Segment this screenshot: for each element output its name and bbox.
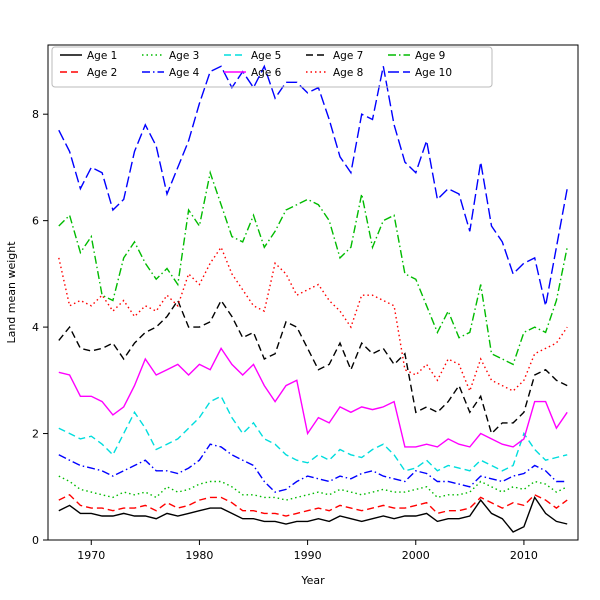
series-line-age-7 bbox=[58, 299, 568, 435]
legend-frame bbox=[51, 46, 493, 88]
y-tick-label: 2 bbox=[32, 428, 39, 441]
y-tick-label: 8 bbox=[32, 108, 39, 121]
legend-label-age-3: Age 3 bbox=[169, 50, 199, 62]
legend-label-age-9: Age 9 bbox=[415, 50, 445, 62]
series-line-age-2 bbox=[58, 493, 568, 517]
legend-label-age-8: Age 8 bbox=[333, 67, 363, 79]
series-line-age-9 bbox=[58, 170, 568, 366]
legend-label-age-5: Age 5 bbox=[251, 50, 281, 62]
series-line-age-1 bbox=[58, 495, 568, 533]
x-tick-label: 2010 bbox=[510, 549, 538, 562]
x-tick-label: 1990 bbox=[294, 549, 322, 562]
series-line-age-6 bbox=[58, 347, 568, 448]
y-axis-label: Land mean weight bbox=[5, 241, 18, 344]
legend-label-age-1: Age 1 bbox=[87, 50, 117, 62]
series-line-age-3 bbox=[58, 475, 568, 501]
y-tick-label: 4 bbox=[32, 321, 39, 334]
legend-label-age-2: Age 2 bbox=[87, 67, 117, 79]
plot-box bbox=[47, 44, 579, 541]
series-line-age-10 bbox=[58, 64, 568, 306]
series-line-age-4 bbox=[58, 443, 568, 493]
x-tick-label: 1980 bbox=[185, 549, 213, 562]
y-tick-label: 6 bbox=[32, 215, 39, 228]
x-tick-label: 2000 bbox=[402, 549, 430, 562]
legend-label-age-6: Age 6 bbox=[251, 67, 282, 79]
legend-label-age-7: Age 7 bbox=[333, 50, 363, 62]
series-line-age-8 bbox=[58, 245, 568, 394]
series-line-age-5 bbox=[58, 395, 568, 472]
legend-label-age-10: Age 10 bbox=[415, 67, 452, 79]
legend-label-age-4: Age 4 bbox=[169, 67, 200, 79]
y-tick-label: 0 bbox=[32, 534, 39, 547]
x-tick-label: 1970 bbox=[77, 549, 105, 562]
x-axis-label: Year bbox=[300, 574, 325, 587]
